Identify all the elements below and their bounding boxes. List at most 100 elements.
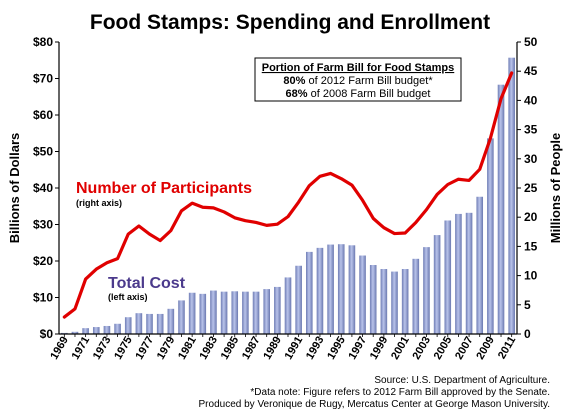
cost-bar-1978 xyxy=(156,313,164,334)
right-tick-label: 50 xyxy=(524,35,538,49)
left-tick-label: $30 xyxy=(33,218,53,232)
cost-bar-2000 xyxy=(391,271,398,334)
cost-bar-2003 xyxy=(423,247,430,334)
participants-line xyxy=(62,71,514,319)
cost-bar-1979 xyxy=(167,308,175,334)
cost-bar-1993 xyxy=(316,247,324,334)
chart-title: Food Stamps: Spending and Enrollment xyxy=(90,11,490,34)
right-axis-label: Millions of People xyxy=(548,133,563,244)
x-tick-label: 1973 xyxy=(91,334,114,361)
cost-bar-1980 xyxy=(178,300,185,334)
right-tick-label: 0 xyxy=(524,327,531,341)
cost-bar-2006 xyxy=(455,213,462,334)
x-tick-label: 1993 xyxy=(304,334,327,361)
cost-bar-2007 xyxy=(465,212,473,334)
left-tick-label: $20 xyxy=(33,254,53,268)
participants-annotation: Number of Participants xyxy=(76,180,252,197)
right-tick-label: 5 xyxy=(524,298,531,312)
cost-bar-1995 xyxy=(337,244,345,334)
x-tick-label: 1989 xyxy=(261,335,284,362)
right-tick-label: 40 xyxy=(524,93,538,107)
x-tick-label: 2005 xyxy=(432,335,455,362)
cost-bar-1992 xyxy=(306,251,313,335)
participants-annotation-sub: (right axis) xyxy=(76,198,122,208)
left-tick-label: $50 xyxy=(33,145,53,159)
cost-bar-2004 xyxy=(433,235,441,334)
left-tick-label: $60 xyxy=(33,108,53,122)
cost-annotation-sub: (left axis) xyxy=(108,292,148,302)
x-tick-label: 1975 xyxy=(112,334,135,361)
cost-bar-1994 xyxy=(327,244,334,334)
cost-bar-1975 xyxy=(124,317,132,334)
x-tick-label: 2007 xyxy=(453,335,476,362)
right-axis-ticks: 0 5 10 15 20 25 30 35 40 45 50 xyxy=(517,35,538,341)
x-axis-ticks: 1969197119731975197719791981198319851987… xyxy=(48,334,518,362)
left-axis-label: Billions of Dollars xyxy=(7,133,22,244)
cost-bar-1984 xyxy=(220,291,228,334)
right-tick-label: 30 xyxy=(524,152,538,166)
source-line-1: Source: U.S. Department of Agriculture. xyxy=(374,375,550,386)
right-tick-label: 10 xyxy=(524,269,538,283)
x-tick-label: 2001 xyxy=(389,334,412,361)
cost-bar-1971 xyxy=(82,328,89,334)
cost-annotation: Total Cost xyxy=(108,275,186,292)
right-tick-label: 20 xyxy=(524,210,538,224)
left-tick-label: $10 xyxy=(33,291,53,305)
x-tick-label: 2009 xyxy=(474,334,497,361)
x-tick-label: 1997 xyxy=(347,335,370,362)
cost-bar-2008 xyxy=(476,196,484,334)
cost-bar-2002 xyxy=(412,258,420,334)
cost-bar-1990 xyxy=(284,277,292,334)
cost-bar-2011 xyxy=(508,57,515,334)
cost-bar-2009 xyxy=(487,138,494,334)
x-tick-label: 1971 xyxy=(70,335,93,362)
right-tick-label: 25 xyxy=(524,181,538,195)
x-tick-label: 1991 xyxy=(283,334,306,361)
right-tick-label: 15 xyxy=(524,239,538,253)
cost-bar-1988 xyxy=(263,289,270,334)
left-tick-label: $70 xyxy=(33,72,53,86)
left-tick-label: $80 xyxy=(33,35,53,49)
farm-bill-box: Portion of Farm Bill for Food Stamps 80%… xyxy=(254,57,462,102)
x-tick-label: 1985 xyxy=(219,334,242,361)
x-tick-label: 1995 xyxy=(325,335,348,362)
x-tick-label: 1987 xyxy=(240,335,263,362)
source-line-2: *Data note: Figure refers to 2012 Farm B… xyxy=(250,387,550,398)
cost-bar-1987 xyxy=(252,291,260,334)
cost-bar-1997 xyxy=(359,255,366,334)
right-tick-label: 45 xyxy=(524,64,538,78)
cost-bar-1985 xyxy=(231,291,239,334)
cost-bar-1976 xyxy=(135,313,143,334)
cost-bar-1991 xyxy=(295,265,302,334)
cost-bar-1973 xyxy=(103,325,111,334)
farm-bill-box-line1: 80% of 2012 Farm Bill budget* xyxy=(283,75,433,87)
right-tick-label: 35 xyxy=(524,123,538,137)
left-tick-label: $0 xyxy=(40,327,54,341)
x-tick-label: 2011 xyxy=(496,334,518,361)
x-tick-label: 1981 xyxy=(176,335,199,362)
x-tick-label: 1977 xyxy=(133,334,156,361)
cost-bar-2010 xyxy=(497,84,505,334)
cost-bar-1974 xyxy=(114,323,121,334)
x-tick-label: 2003 xyxy=(410,335,433,362)
left-axis-ticks: $0 $10 $20 $30 $40 $50 $60 $70 $80 xyxy=(33,35,59,341)
cost-bar-1998 xyxy=(369,265,377,334)
cost-bar-1983 xyxy=(210,290,217,334)
cost-bars xyxy=(61,57,515,335)
cost-bar-1986 xyxy=(242,291,249,334)
cost-bar-1970 xyxy=(71,331,79,334)
cost-bar-2001 xyxy=(401,269,409,334)
cost-bar-1981 xyxy=(188,292,196,334)
cost-bar-1977 xyxy=(146,313,153,334)
left-tick-label: $40 xyxy=(33,181,53,195)
cost-bar-1996 xyxy=(348,245,356,334)
x-tick-label: 1979 xyxy=(155,335,178,362)
x-tick-label: 1999 xyxy=(368,334,391,361)
cost-bar-1972 xyxy=(92,327,100,334)
cost-bar-1982 xyxy=(199,293,207,334)
cost-bar-1999 xyxy=(380,269,388,334)
farm-bill-box-frame xyxy=(254,57,462,102)
farm-bill-box-title: Portion of Farm Bill for Food Stamps xyxy=(262,62,455,74)
farm-bill-box-line2: 68% of 2008 Farm Bill budget xyxy=(286,88,431,100)
